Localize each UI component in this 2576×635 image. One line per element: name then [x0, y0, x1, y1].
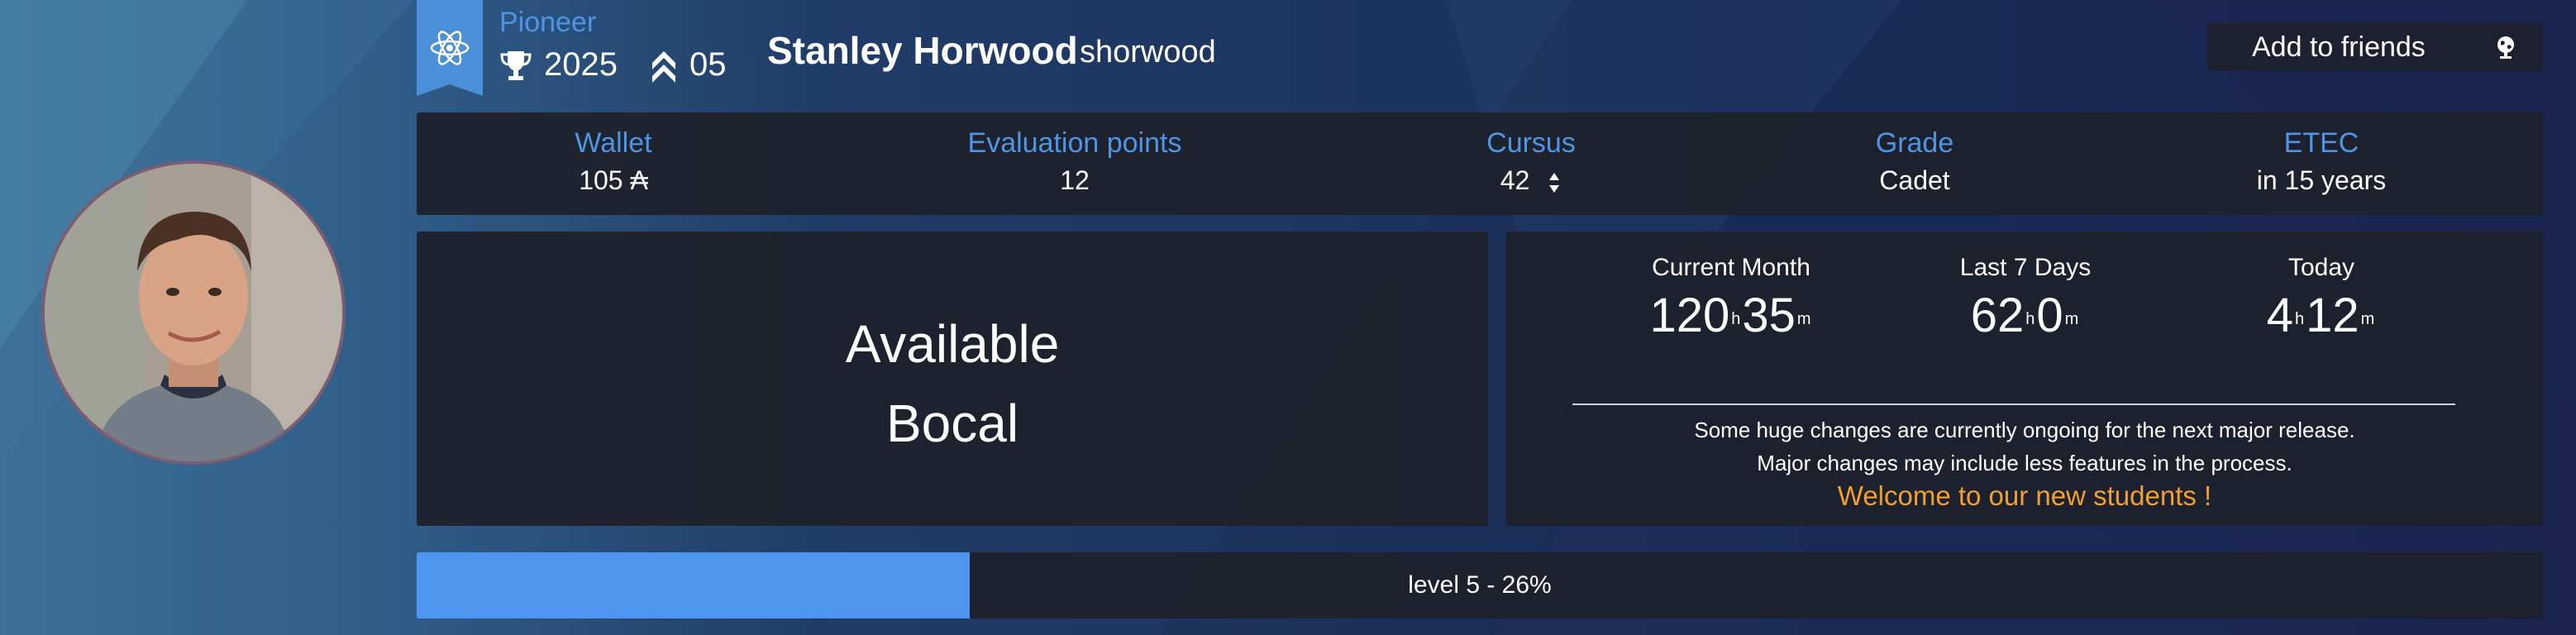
- stat-evaluation-points: Evaluation points 12: [909, 124, 1240, 198]
- stat-wallet: Wallet 105 ₳: [448, 124, 779, 198]
- stat-label: Evaluation points: [967, 127, 1182, 159]
- logtime-panel: Current Month 120 h35 m Last 7 Days 62 h0 m …: [1506, 232, 2543, 526]
- announcement-line-2: Major changes may include less features …: [1757, 451, 2292, 475]
- trophy-icon: [500, 50, 532, 80]
- atom-icon: [430, 31, 470, 65]
- availability-panel: Available Bocal: [417, 232, 1488, 526]
- welcome-message: Welcome to our new students !: [1837, 480, 2212, 511]
- logtime-label: Today: [2287, 254, 2355, 281]
- globe-icon: [2497, 36, 2514, 59]
- rank-level: 05: [689, 46, 727, 83]
- rank-chevron-icon: [652, 50, 675, 83]
- availability-status: Available Bocal: [417, 304, 1488, 463]
- title-banner: [417, 0, 483, 96]
- stat-etec: ETEC in 15 years: [2156, 124, 2487, 198]
- avatar: [41, 160, 346, 465]
- stat-grade: Grade Cadet: [1749, 124, 2080, 198]
- user-login: shorwood: [1080, 35, 1216, 69]
- cursus-value: 42: [1500, 165, 1530, 195]
- trophy-count: 2025: [544, 46, 618, 83]
- logtime-current-month: Current Month 120 h35 m: [1574, 251, 1888, 347]
- add-to-friends-button[interactable]: Add to friends: [2207, 23, 2543, 71]
- stat-value: Cadet: [1879, 165, 1950, 195]
- announcement-divider: [1572, 403, 2455, 405]
- level-label: level 5 - 26%: [1408, 571, 1552, 599]
- stats-bar: Wallet 105 ₳ Evaluation points 12 Cursus…: [417, 112, 2543, 215]
- announcement-line-1: Some huge changes are currently ongoing …: [1694, 418, 2355, 442]
- logtime-label: Current Month: [1652, 254, 1810, 281]
- stat-label: Wallet: [575, 127, 652, 159]
- logtime-label: Last 7 Days: [1959, 254, 2092, 281]
- availability-line-2: Bocal: [885, 394, 1019, 453]
- logtime-value: 62 h0 m: [1970, 289, 2079, 342]
- sort-arrows-icon: [1549, 172, 1560, 193]
- stat-label: Cursus: [1486, 127, 1576, 159]
- level-progress-fill: [417, 552, 970, 618]
- stat-value: 105 ₳: [579, 165, 648, 195]
- level-progress-bar: level 5 - 26%: [417, 552, 2543, 618]
- avatar-portrait: [45, 164, 342, 461]
- stat-cursus: Cursus 42: [1366, 124, 1696, 198]
- achievements: 2025: [499, 46, 618, 84]
- announcement-text: Some huge changes are currently ongoing …: [1506, 413, 2543, 480]
- stat-value: in 15 years: [2256, 165, 2387, 195]
- stat-label: ETEC: [2283, 127, 2359, 159]
- logtime-value: 120 h35 m: [1649, 289, 1811, 342]
- logtime-value: 4 h12 m: [2266, 289, 2375, 342]
- stat-value: 12: [1060, 165, 1090, 195]
- user-title: Pioneer: [499, 7, 597, 38]
- cursus-selector[interactable]: 42: [1366, 162, 1696, 198]
- availability-line-1: Available: [845, 314, 1060, 374]
- add-to-friends-label: Add to friends: [2252, 31, 2426, 63]
- stat-label: Grade: [1875, 127, 1954, 159]
- logtime-last-7-days: Last 7 Days 62 h0 m: [1868, 251, 2182, 347]
- user-full-name: Stanley Horwood: [767, 29, 1078, 72]
- logtime-today: Today 4 h12 m: [2164, 251, 2478, 347]
- coalition-rank: 05: [650, 46, 727, 84]
